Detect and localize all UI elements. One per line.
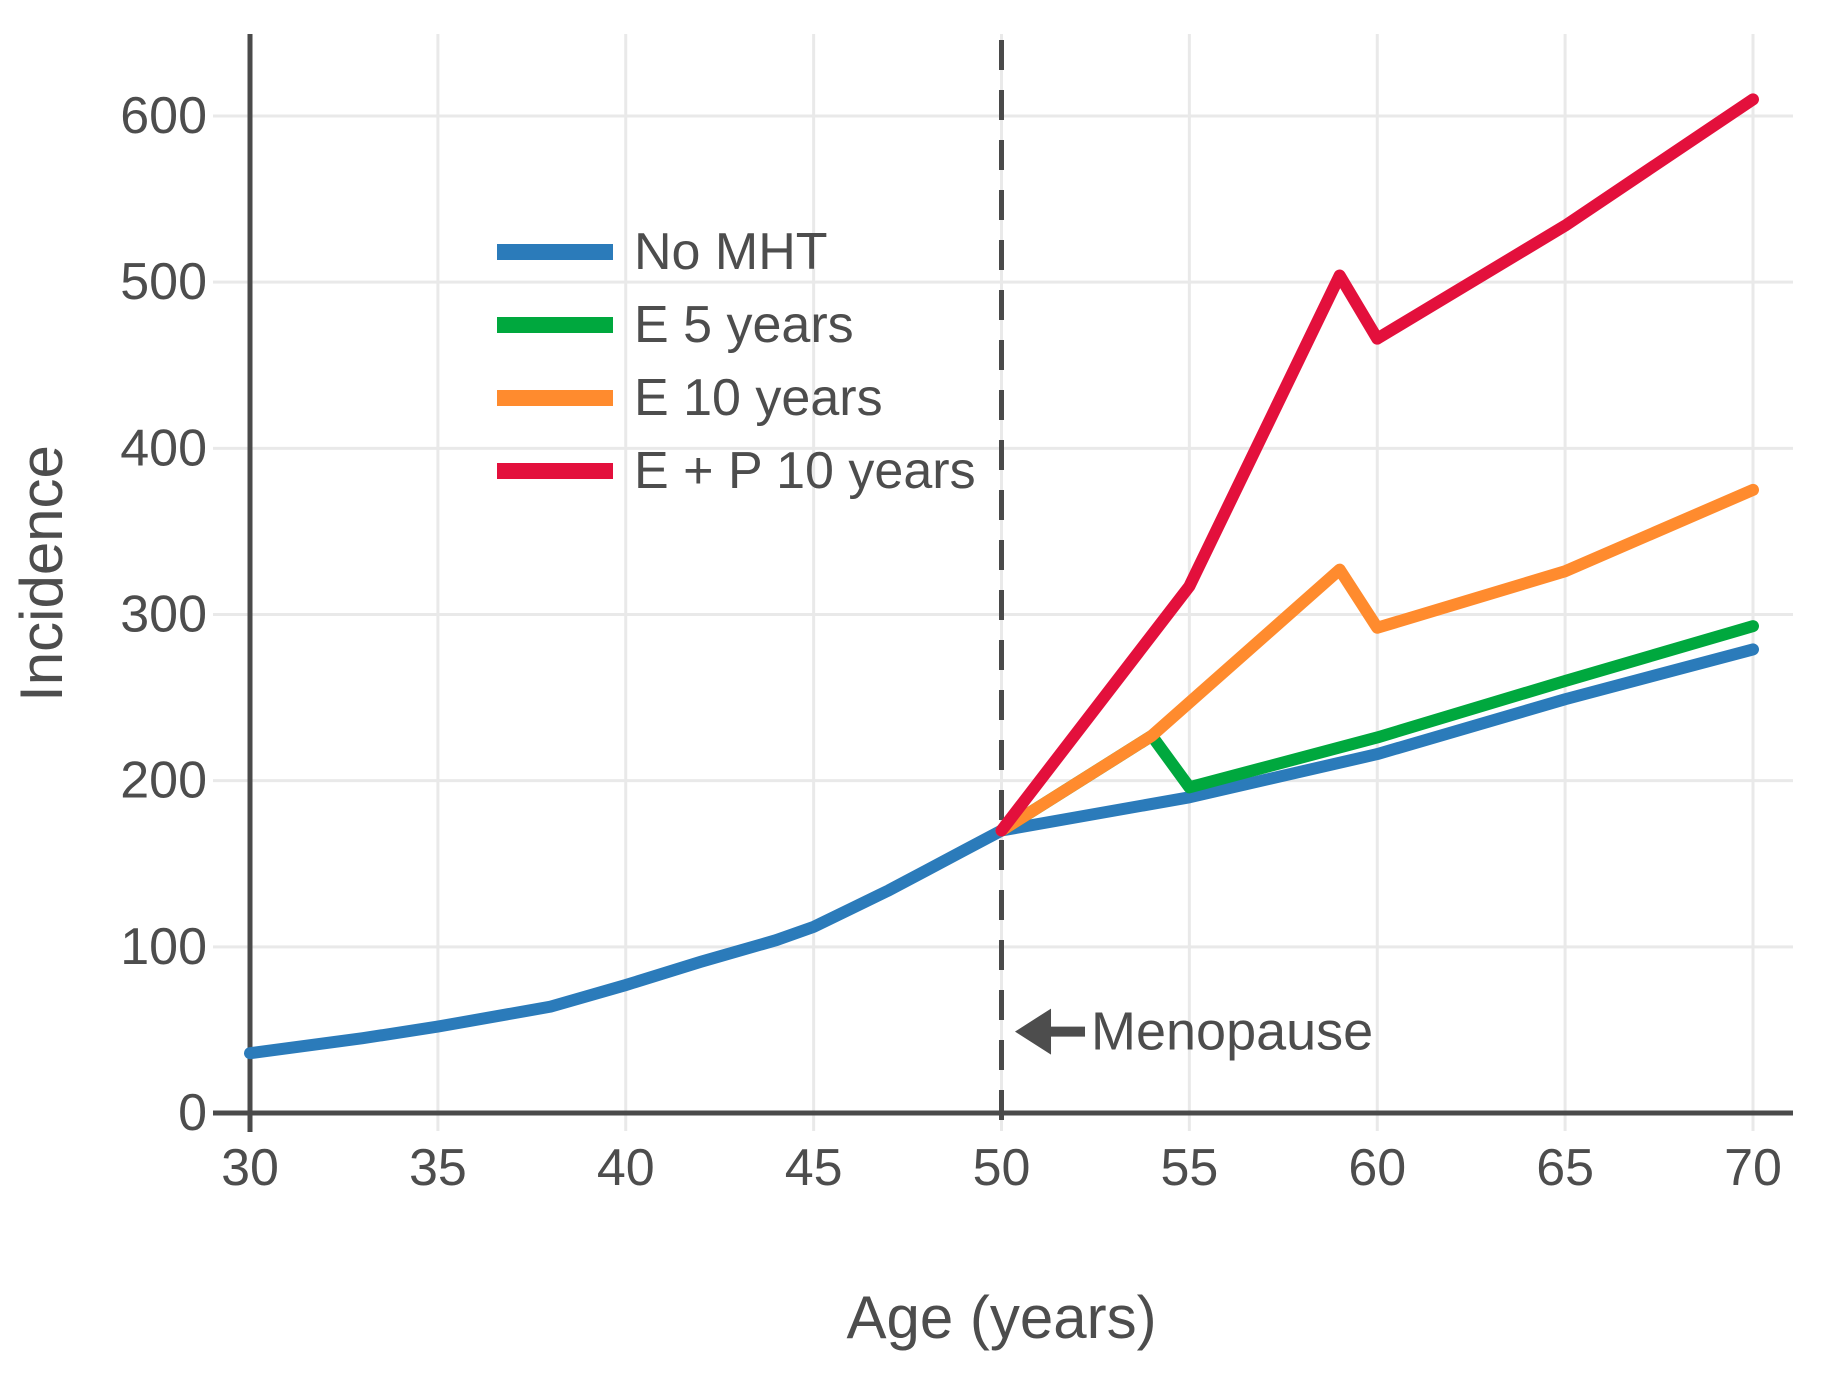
legend-label-0: No MHT	[634, 223, 828, 281]
y-tick-label-300: 300	[120, 585, 207, 643]
tick-labels: 30 35 40 45 50 55 60 65 70 0 100 200 300 400 500 600	[120, 87, 1782, 1197]
annotations: Menopause	[1015, 1002, 1373, 1062]
y-tick-label-200: 200	[120, 752, 207, 810]
legend-label-3: E + P 10 years	[634, 442, 976, 500]
x-tick-label-55: 55	[1160, 1139, 1218, 1197]
legend-label-2: E 10 years	[634, 369, 883, 427]
y-tick-label-600: 600	[120, 87, 207, 145]
x-tick-label-30: 30	[221, 1139, 279, 1197]
y-axis-title: Incidence	[8, 445, 75, 702]
menopause-arrow-icon	[1015, 1008, 1086, 1055]
x-tick-label-40: 40	[597, 1139, 655, 1197]
legend: No MHT E 5 years E 10 years E + P 10 years	[497, 223, 976, 500]
series-line-no-mht	[244, 643, 1759, 1060]
legend-label-1: E 5 years	[634, 296, 854, 354]
series-line-e-10-years	[995, 483, 1759, 837]
x-tick-label-65: 65	[1536, 1139, 1594, 1197]
x-tick-label-45: 45	[785, 1139, 843, 1197]
series-line-e-p-10-years	[995, 93, 1759, 837]
data-series	[244, 93, 1759, 1060]
x-tick-label-60: 60	[1348, 1139, 1406, 1197]
menopause-label: Menopause	[1091, 1002, 1373, 1062]
y-tick-label-400: 400	[120, 419, 207, 477]
x-tick-label-70: 70	[1724, 1139, 1782, 1197]
x-tick-label-35: 35	[409, 1139, 467, 1197]
y-tick-label-500: 500	[120, 253, 207, 311]
x-tick-label-50: 50	[973, 1139, 1031, 1197]
y-tick-label-100: 100	[120, 918, 207, 976]
y-tick-label-0: 0	[178, 1084, 207, 1142]
x-axis-title: Age (years)	[846, 1284, 1156, 1351]
